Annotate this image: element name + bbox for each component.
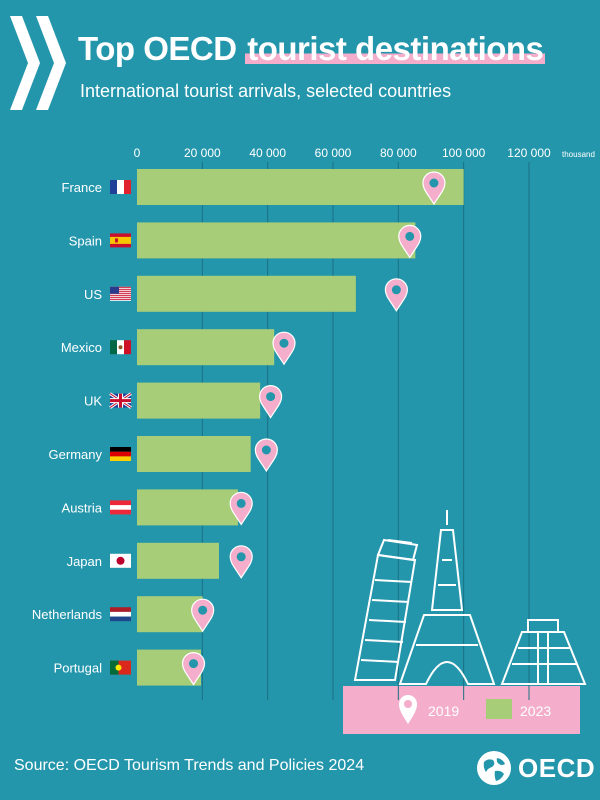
- x-unit-label: thousand: [562, 150, 595, 159]
- legend-swatch-2023: [486, 699, 512, 719]
- title-highlight: tourist destinations: [245, 30, 546, 67]
- flag-portugal-icon: [110, 660, 131, 675]
- monuments-illustration: [353, 510, 587, 685]
- flag-austria-icon: [110, 500, 131, 515]
- pin-2019-netherlands-icon: [191, 598, 215, 633]
- category-label-austria: Austria: [62, 500, 103, 515]
- bar-2023-uk: [137, 382, 261, 419]
- x-tick-label: 20 000: [184, 146, 221, 160]
- x-tick-label: 60 000: [315, 146, 352, 160]
- x-tick-label: 40 000: [249, 146, 286, 160]
- pin-2019-mexico-icon: [272, 331, 296, 366]
- page-title: Top OECD tourist destinations: [78, 30, 546, 68]
- x-tick-label: 100 000: [442, 146, 486, 160]
- x-tick-label: 120 000: [507, 146, 551, 160]
- subtitle: International tourist arrivals, selected…: [80, 81, 452, 101]
- category-label-us: US: [84, 287, 102, 302]
- pin-2019-portugal-icon: [181, 652, 206, 686]
- flag-uk-icon: [109, 392, 132, 409]
- x-tick-label: 80 000: [380, 146, 417, 160]
- flag-france-icon: [110, 180, 131, 194]
- category-label-france: France: [62, 180, 102, 195]
- flag-us-icon: [110, 286, 131, 301]
- bar-2023-japan: [137, 542, 219, 579]
- flag-germany-icon: [110, 447, 131, 461]
- bar-2023-france: [137, 169, 464, 205]
- oecd-logo: OECD: [474, 748, 595, 788]
- bar-2023-austria: [137, 489, 238, 526]
- flag-mexico-icon: [110, 340, 131, 355]
- category-label-netherlands: Netherlands: [32, 607, 103, 622]
- oecd-logo-text: OECD: [518, 752, 596, 783]
- category-label-germany: Germany: [49, 447, 103, 462]
- legend-pin-icon: [399, 695, 417, 724]
- pin-2019-spain-icon: [398, 224, 422, 259]
- title-part1: Top OECD: [78, 30, 237, 67]
- bar-2023-germany: [137, 436, 251, 472]
- pin-2019-france-icon: [422, 171, 446, 206]
- category-label-mexico: Mexico: [61, 340, 102, 355]
- category-label-portugal: Portugal: [54, 661, 103, 676]
- category-label-japan: Japan: [67, 554, 102, 569]
- flag-spain-icon: [110, 233, 131, 248]
- bar-2023-spain: [137, 222, 416, 259]
- bar-2023-mexico: [137, 329, 275, 366]
- legend-label-2019: 2019: [428, 703, 459, 719]
- bar-2023-us: [137, 275, 356, 312]
- eiffel-tower-icon: [398, 510, 496, 685]
- category-label-spain: Spain: [69, 233, 102, 248]
- leaning-tower-icon: [353, 538, 419, 681]
- pyramid-icon: [500, 619, 587, 685]
- pin-2019-austria-icon: [229, 491, 253, 526]
- source-note: Source: OECD Tourism Trends and Policies…: [14, 757, 365, 774]
- flag-japan-icon: [110, 553, 131, 568]
- legend-label-2023: 2023: [520, 703, 551, 719]
- flag-netherlands-icon: [110, 607, 131, 622]
- x-tick-label: 0: [134, 146, 141, 160]
- legend: [343, 686, 580, 734]
- pin-2019-us-icon: [384, 278, 408, 312]
- pin-2019-uk-icon: [259, 385, 283, 419]
- globe-icon: [477, 751, 511, 785]
- pin-2019-japan-icon: [229, 545, 253, 579]
- pin-2019-germany-icon: [254, 438, 278, 473]
- category-label-uk: UK: [84, 394, 102, 409]
- oecd-chevron-logo-icon: [10, 16, 66, 110]
